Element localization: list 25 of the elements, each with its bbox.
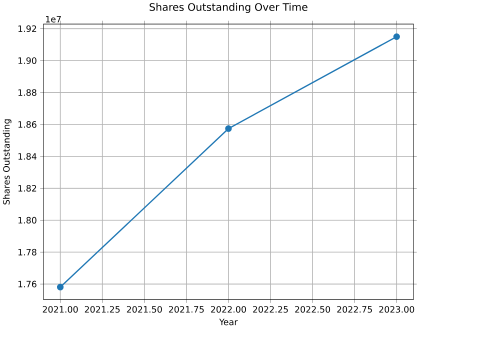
- x-tick-label: 2023.00: [379, 306, 414, 313]
- x-tick-label: 2021.25: [84, 306, 120, 313]
- x-tick-label: 2021.75: [168, 306, 204, 313]
- y-axis-title: Shares Outstanding: [2, 119, 12, 204]
- y-tick-label: 1.78: [18, 248, 36, 256]
- y-tick-label: 1.82: [18, 184, 36, 192]
- x-tick-label: 2022.25: [253, 306, 288, 313]
- x-tick-label: 2022.75: [337, 306, 372, 313]
- y-tick-label: 1.90: [18, 57, 36, 64]
- y-tick-label: 1.80: [18, 216, 36, 224]
- point: [393, 33, 400, 40]
- chart-title: Shares Outstanding Over Time: [150, 2, 308, 13]
- point: [56, 284, 64, 290]
- x-tick-label: 2021.50: [126, 306, 162, 313]
- y-tick-label: 1.84: [18, 152, 36, 160]
- x-tick-label: 2022.50: [295, 306, 330, 313]
- y-tick-label: 1.92: [18, 25, 36, 32]
- y-tick-label: 1.86: [18, 120, 36, 128]
- y-tick-label: 1.76: [18, 280, 36, 288]
- x-tick-label: 2021.00: [42, 306, 78, 313]
- text: 1e7: [46, 16, 61, 22]
- y-tick-label: 1.88: [18, 89, 36, 96]
- point: [225, 125, 232, 132]
- x-tick-label: 2022.00: [211, 306, 246, 313]
- x-axis-title: Year: [219, 318, 238, 326]
